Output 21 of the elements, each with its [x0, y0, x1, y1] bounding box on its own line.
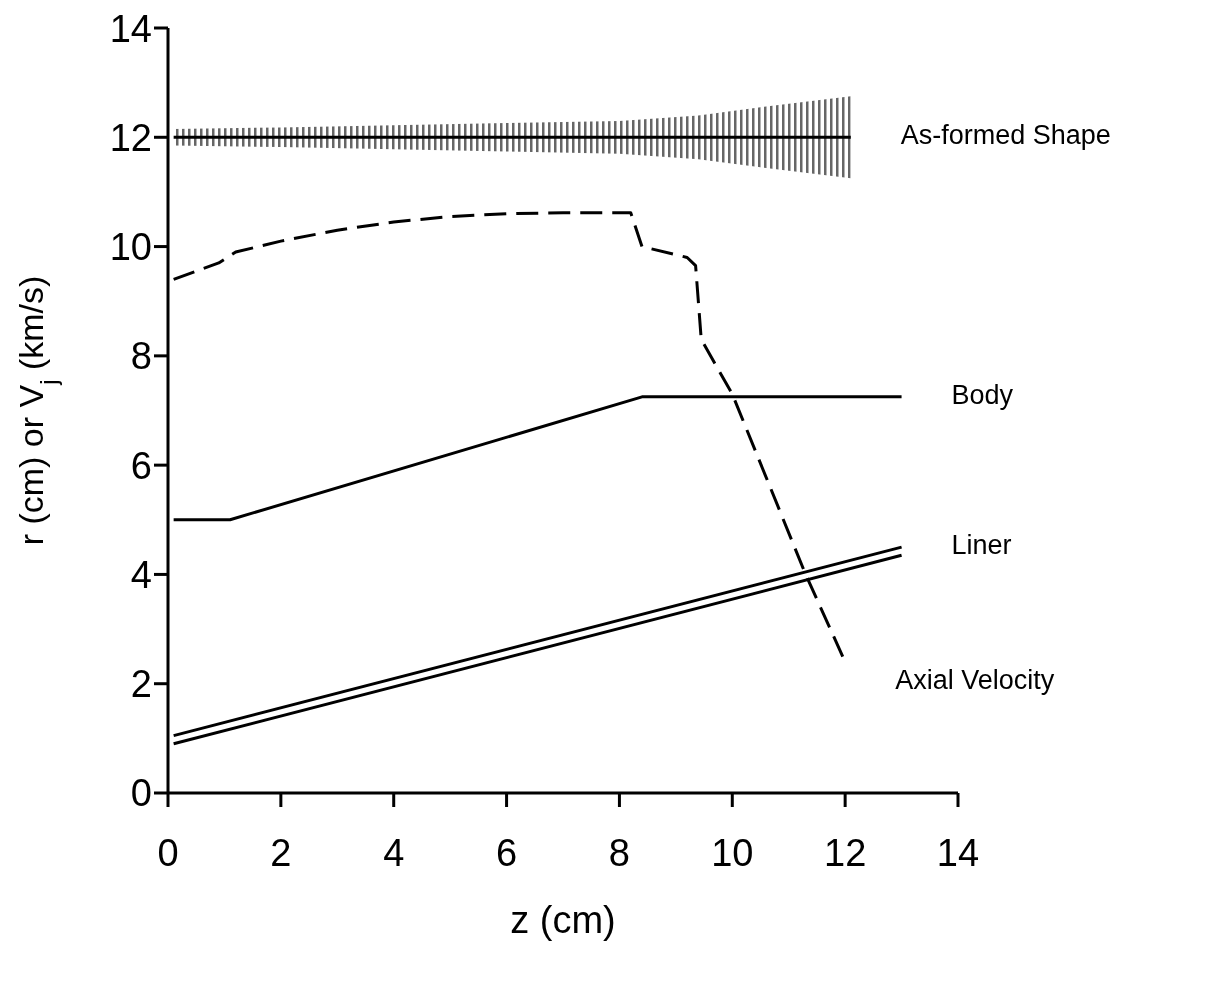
series-label: Body	[951, 379, 1014, 410]
x-tick-label: 14	[936, 831, 980, 874]
y-tick-label: 4	[130, 553, 152, 596]
y-tick-label: 10	[109, 226, 152, 269]
y-tick-label: 14	[109, 7, 152, 50]
x-tick-label: 10	[711, 831, 754, 874]
x-tick-label: 8	[608, 831, 630, 874]
x-tick-label: 2	[270, 831, 292, 874]
x-tick-label: 6	[496, 831, 518, 874]
x-tick-label: 4	[383, 831, 405, 874]
series-label: As-formed Shape	[900, 120, 1111, 151]
x-tick-label: 0	[157, 831, 179, 874]
series-label: Axial Velocity	[895, 664, 1055, 695]
y-tick-label: 0	[130, 772, 152, 815]
y-tick-label: 12	[109, 116, 152, 159]
series-label: Liner	[951, 530, 1012, 561]
x-axis-title: z (cm)	[510, 899, 616, 941]
y-tick-label: 2	[130, 663, 152, 706]
y-tick-label: 6	[130, 444, 152, 487]
y-tick-label: 8	[130, 335, 152, 378]
x-tick-label: 12	[824, 831, 867, 874]
